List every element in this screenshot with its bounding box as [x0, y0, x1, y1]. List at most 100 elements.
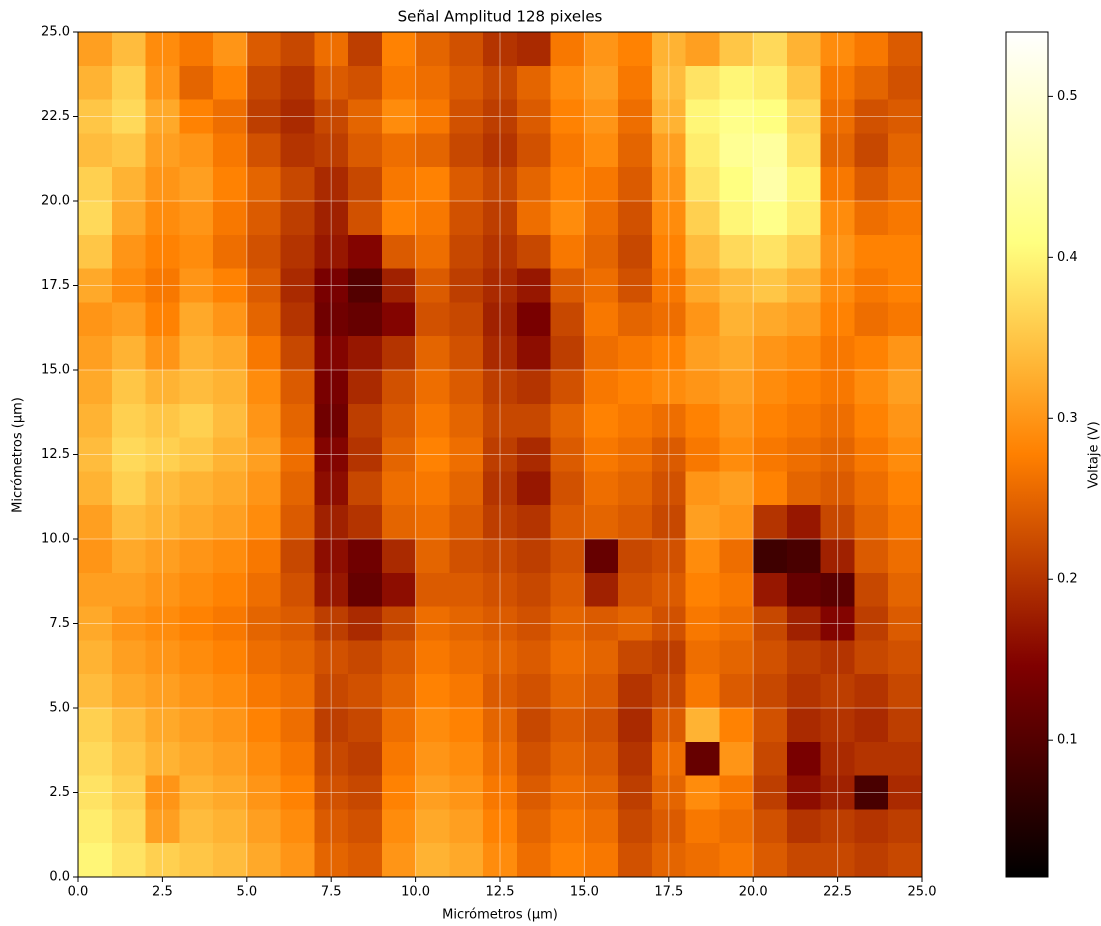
heatmap-cell — [112, 843, 146, 877]
heatmap-cell — [213, 505, 247, 539]
heatmap-cell — [78, 404, 112, 438]
heatmap-cell — [618, 471, 652, 505]
heatmap-cell — [787, 539, 821, 573]
heatmap-cell — [753, 201, 787, 235]
heatmap-cell — [854, 167, 888, 201]
heatmap-cell — [449, 539, 483, 573]
heatmap-cell — [112, 708, 146, 742]
heatmap-cell — [551, 235, 585, 269]
heatmap-cell — [719, 235, 753, 269]
heatmap-cell — [618, 573, 652, 607]
heatmap-cell — [888, 66, 922, 100]
heatmap-cell — [449, 471, 483, 505]
heatmap-cell — [551, 674, 585, 708]
heatmap-cell — [854, 471, 888, 505]
heatmap-cell — [348, 32, 382, 66]
heatmap-cell — [449, 505, 483, 539]
heatmap-cell — [753, 505, 787, 539]
x-tick-label: 0.0 — [68, 885, 89, 900]
heatmap-cell — [247, 674, 281, 708]
heatmap-cell — [382, 404, 416, 438]
heatmap-cell — [618, 133, 652, 167]
heatmap-cell — [686, 573, 720, 607]
heatmap-cell — [618, 809, 652, 843]
heatmap-cell — [78, 167, 112, 201]
heatmap-cell — [618, 302, 652, 336]
heatmap-cell — [179, 404, 213, 438]
heatmap-cell — [449, 32, 483, 66]
heatmap-cell — [686, 742, 720, 776]
heatmap-cell — [78, 708, 112, 742]
heatmap-cell — [179, 505, 213, 539]
heatmap-cell — [787, 235, 821, 269]
heatmap-cell — [517, 133, 551, 167]
heatmap-cell — [213, 32, 247, 66]
heatmap-cell — [888, 742, 922, 776]
heatmap-cell — [719, 708, 753, 742]
heatmap-cell — [854, 539, 888, 573]
heatmap-cell — [854, 66, 888, 100]
heatmap-cell — [517, 843, 551, 877]
heatmap-cell — [618, 336, 652, 370]
heatmap-cell — [281, 336, 315, 370]
heatmap-cell — [247, 471, 281, 505]
heatmap-cell — [179, 471, 213, 505]
heatmap-cell — [382, 336, 416, 370]
heatmap-cell — [416, 843, 450, 877]
heatmap-cell — [686, 167, 720, 201]
x-tick-label: 22.5 — [823, 885, 852, 900]
heatmap-cell — [686, 708, 720, 742]
heatmap-cell — [247, 742, 281, 776]
x-axis-label: Micrómetros (µm) — [442, 908, 558, 923]
heatmap-cell — [213, 573, 247, 607]
heatmap-cell — [348, 133, 382, 167]
heatmap-cell — [179, 235, 213, 269]
heatmap-cell — [112, 32, 146, 66]
heatmap-cell — [78, 370, 112, 404]
heatmap-cell — [551, 471, 585, 505]
heatmap-cell — [618, 674, 652, 708]
heatmap-cell — [517, 674, 551, 708]
heatmap-cell — [753, 539, 787, 573]
heatmap-cell — [551, 809, 585, 843]
heatmap-cell — [112, 742, 146, 776]
heatmap-cell — [517, 404, 551, 438]
heatmap-cell — [686, 32, 720, 66]
heatmap-cell — [753, 809, 787, 843]
heatmap-cell — [719, 809, 753, 843]
heatmap-cell — [551, 302, 585, 336]
heatmap-cell — [348, 336, 382, 370]
heatmap-cell — [247, 708, 281, 742]
heatmap-cell — [449, 370, 483, 404]
heatmap-cell — [449, 302, 483, 336]
heatmap-cell — [213, 201, 247, 235]
heatmap-cell — [753, 404, 787, 438]
y-tick-label: 25.0 — [41, 25, 70, 40]
heatmap-cell — [753, 302, 787, 336]
heatmap-cell — [416, 302, 450, 336]
heatmap-cell — [78, 471, 112, 505]
y-tick-label: 10.0 — [41, 532, 70, 547]
heatmap-cell — [348, 471, 382, 505]
heatmap-cell — [753, 471, 787, 505]
heatmap-cell — [112, 404, 146, 438]
heatmap-cell — [517, 66, 551, 100]
heatmap-cell — [618, 708, 652, 742]
heatmap-cell — [449, 809, 483, 843]
heatmap-cell — [449, 573, 483, 607]
heatmap-cell — [78, 336, 112, 370]
heatmap-cell — [854, 201, 888, 235]
heatmap-cell — [888, 573, 922, 607]
chart-title: Señal Amplitud 128 pixeles — [398, 8, 603, 26]
heatmap-cell — [753, 167, 787, 201]
heatmap-cell — [112, 573, 146, 607]
heatmap-cell — [753, 370, 787, 404]
heatmap-cell — [78, 809, 112, 843]
heatmap-cell — [247, 809, 281, 843]
heatmap-cell — [348, 809, 382, 843]
heatmap-cell — [179, 167, 213, 201]
heatmap-cell — [584, 674, 618, 708]
heatmap-cell — [112, 370, 146, 404]
heatmap-cell — [719, 404, 753, 438]
heatmap-cell — [888, 370, 922, 404]
